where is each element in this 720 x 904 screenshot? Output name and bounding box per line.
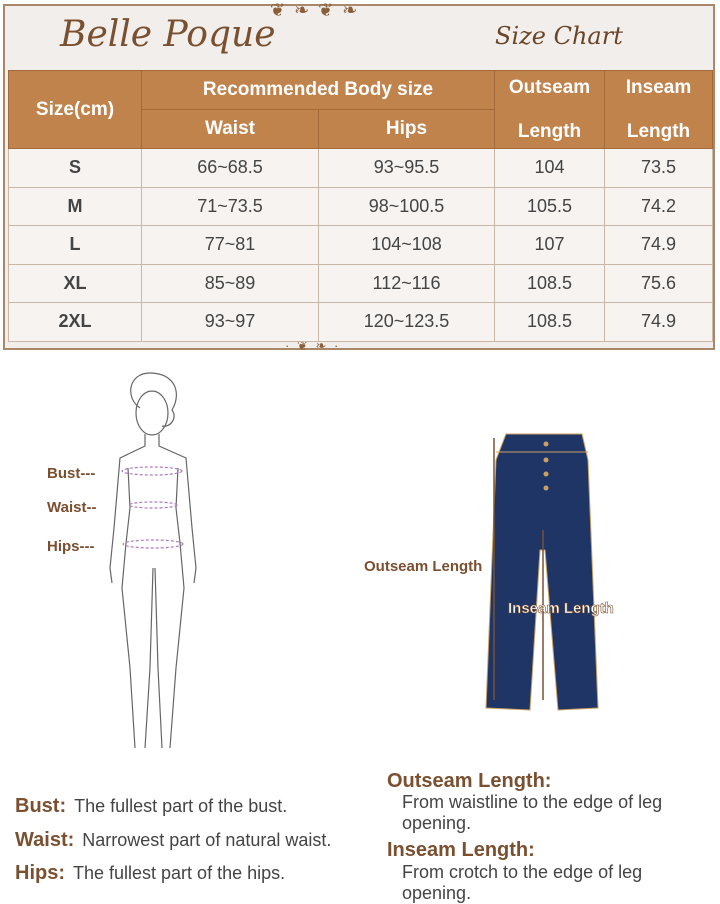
table-row: XL 85~89 112~116 108.5 75.6 — [8, 263, 714, 303]
outseam-cell: 107 — [494, 225, 606, 265]
outseam-cell: 105.5 — [494, 186, 606, 226]
definition-hips: Hips: The fullest part of the hips. — [15, 862, 286, 884]
inseam-heading: Inseam Length: — [387, 839, 535, 861]
hips-cell: 93~95.5 — [317, 148, 496, 188]
hips-cell: 120~123.5 — [317, 302, 496, 342]
header-outseam: Outseam Length — [494, 70, 606, 149]
table-row: M 71~73.5 98~100.5 105.5 74.2 — [8, 186, 714, 226]
inseam-cell: 73.5 — [604, 148, 714, 188]
body-figure-illustration — [109, 372, 197, 749]
table-row: L 77~81 104~108 107 74.9 — [8, 225, 714, 265]
brand-logo: Belle Poque — [60, 14, 276, 55]
size-cell: S — [8, 148, 142, 188]
outseam-cell: 104 — [494, 148, 606, 188]
waist-label: Waist-- — [47, 499, 97, 516]
header-body-size: Recommended Body size — [140, 70, 496, 110]
inseam-cell: 75.6 — [604, 263, 714, 303]
jeans-illustration — [485, 433, 599, 711]
hips-label: Hips--- — [47, 538, 95, 555]
outseam-cell: 108.5 — [494, 302, 606, 342]
definition-waist: Waist: Narrowest part of natural waist. — [15, 829, 332, 851]
inseam-label: Inseam Length — [508, 600, 614, 618]
ornament-top: ❦ ❧ ❦ ❧ — [270, 0, 360, 20]
page-title: Size Chart — [495, 22, 623, 50]
hips-cell: 98~100.5 — [317, 186, 496, 226]
waist-cell: 77~81 — [141, 225, 319, 265]
hips-cell: 112~116 — [317, 263, 496, 303]
inseam-cell: 74.2 — [604, 186, 714, 226]
waist-cell: 93~97 — [141, 302, 319, 342]
outseam-description: From waistline to the edge of leg openin… — [402, 792, 663, 833]
header-hips: Hips — [317, 109, 496, 149]
header-size: Size(cm) — [8, 70, 142, 149]
definition-bust: Bust: The fullest part of the bust. — [15, 795, 288, 817]
outseam-cell: 108.5 — [494, 263, 606, 303]
outseam-heading: Outseam Length: — [387, 770, 552, 792]
inseam-cell: 74.9 — [604, 225, 714, 265]
size-cell: 2XL — [8, 302, 142, 342]
hips-cell: 104~108 — [317, 225, 496, 265]
table-row: 2XL 93~97 120~123.5 108.5 74.9 — [8, 302, 714, 342]
inseam-cell: 74.9 — [604, 302, 714, 342]
size-cell: L — [8, 225, 142, 265]
waist-cell: 71~73.5 — [141, 186, 319, 226]
size-cell: XL — [8, 263, 142, 303]
inseam-description: From crotch to the edge of leg opening. — [402, 862, 643, 903]
waist-cell: 66~68.5 — [141, 148, 319, 188]
ornament-bottom: · ❦ ❧ · — [285, 338, 341, 353]
header-waist: Waist — [141, 109, 319, 149]
table-row: S 66~68.5 93~95.5 104 73.5 — [8, 148, 714, 188]
waist-cell: 85~89 — [141, 263, 319, 303]
outseam-label: Outseam Length — [364, 558, 483, 575]
size-table: Size(cm) Recommended Body size Outseam Le… — [8, 70, 714, 342]
header-inseam: Inseam Length — [604, 70, 714, 149]
bust-label: Bust--- — [47, 465, 96, 482]
size-cell: M — [8, 186, 142, 226]
